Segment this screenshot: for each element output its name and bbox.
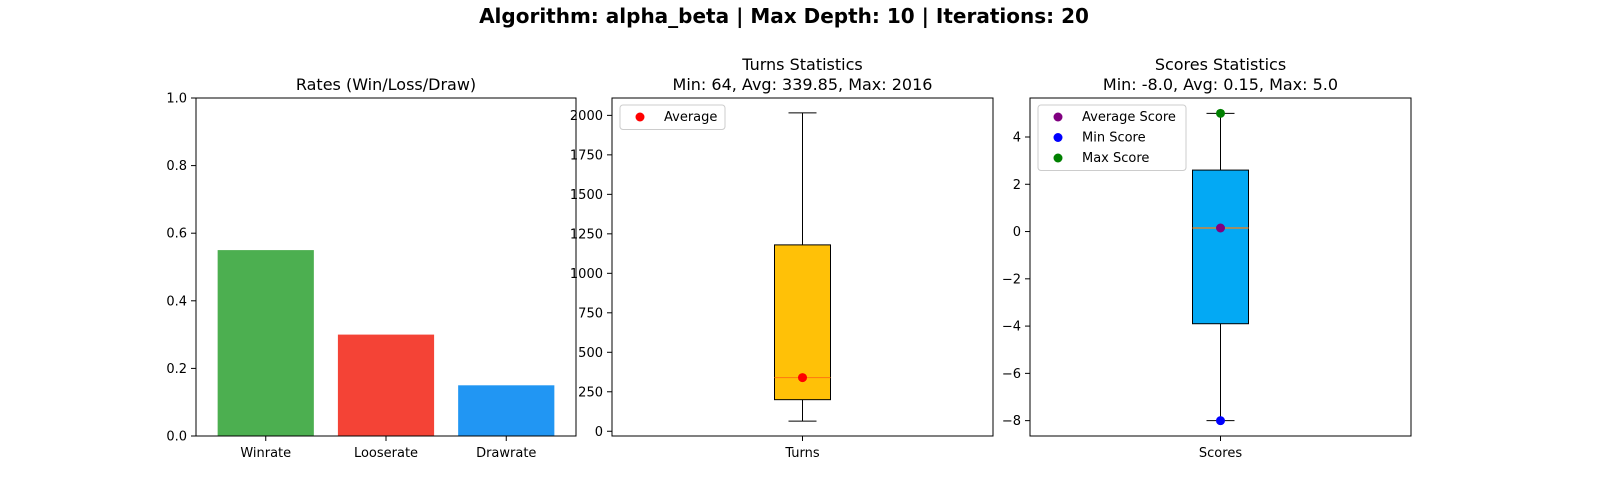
- scores-point-min-score: [1216, 416, 1225, 426]
- rates-xtick-label: Winrate: [240, 446, 291, 461]
- scores-ytick-label: 0: [1013, 225, 1021, 240]
- turns-ytick-label: 1750: [570, 148, 603, 163]
- turns-axes-frame: [611, 97, 994, 437]
- turns-title-line1: Turns Statistics: [741, 55, 862, 74]
- bar-looserate: [337, 334, 435, 436]
- turns-legend-frame: [619, 104, 726, 130]
- rates-ytick-label: 0.0: [166, 430, 187, 445]
- scores-legend: Average Score Min Score Max Score: [1037, 104, 1187, 171]
- turns-ytick-label: 250: [578, 385, 603, 400]
- scores-ytick-label: −8: [1002, 414, 1021, 429]
- turns-ytick-label: 750: [578, 306, 603, 321]
- scores-box: [1192, 169, 1249, 325]
- turns-ytick-label: 1000: [570, 267, 603, 282]
- rates-ytick-label: 0.8: [166, 159, 187, 174]
- turns-legend-label: Average: [664, 110, 717, 125]
- rates-xtick-label: Drawrate: [476, 446, 536, 461]
- scores-legend-marker: [1053, 153, 1063, 163]
- turns-legend: Average: [619, 104, 726, 130]
- bar-drawrate: [458, 385, 555, 436]
- turns-ytick-label: 0: [595, 425, 603, 440]
- scores-legend-marker: [1053, 133, 1063, 142]
- scores-title-line2: Min: -8.0, Avg: 0.15, Max: 5.0: [1103, 75, 1338, 94]
- scores-legend-label: Max Score: [1082, 151, 1149, 166]
- rates-ytick-label: 1.0: [166, 92, 187, 107]
- scores-ytick-label: 4: [1013, 131, 1021, 146]
- rates-title: Rates (Win/Loss/Draw): [296, 75, 476, 94]
- turns-legend-marker: [635, 112, 645, 122]
- turns-ytick-label: 2000: [570, 109, 603, 124]
- rates-ytick-label: 0.6: [166, 227, 187, 242]
- scores-ytick-label: −6: [1002, 367, 1021, 382]
- scores-legend-marker: [1053, 112, 1063, 122]
- turns-title-line2: Min: 64, Avg: 339.85, Max: 2016: [673, 75, 933, 94]
- scores-ytick-label: −4: [1002, 320, 1021, 335]
- turns-xtick-label: Turns: [784, 446, 820, 461]
- turns-ytick-label: 1250: [570, 227, 603, 242]
- turns-point-average: [798, 373, 807, 383]
- scores-legend-frame: [1037, 104, 1187, 171]
- rates-xtick-label: Looserate: [354, 446, 418, 461]
- bar-winrate: [217, 250, 314, 436]
- scores-legend-label: Average Score: [1082, 110, 1176, 125]
- rates-ytick-label: 0.2: [166, 362, 187, 377]
- rates-axes-frame: [195, 97, 577, 437]
- scores-axes-frame: [1029, 97, 1412, 437]
- figure-title: Algorithm: alpha_beta | Max Depth: 10 | …: [479, 4, 1089, 28]
- scores-xtick-label: Scores: [1199, 446, 1242, 461]
- scores-point-max-score: [1216, 108, 1225, 118]
- scores-ytick-label: 2: [1013, 178, 1021, 193]
- scores-legend-label: Min Score: [1082, 131, 1146, 146]
- rates-panel: Rates (Win/Loss/Draw) Winrate Looserate Dra…: [166, 75, 577, 461]
- scores-title-line1: Scores Statistics: [1155, 55, 1286, 74]
- scores-ytick-label: −2: [1002, 272, 1021, 287]
- turns-ytick-label: 500: [578, 346, 603, 361]
- rates-ytick-label: 0.4: [166, 294, 187, 309]
- scores-point-average-score: [1216, 223, 1225, 233]
- turns-ytick-label: 1500: [570, 188, 603, 203]
